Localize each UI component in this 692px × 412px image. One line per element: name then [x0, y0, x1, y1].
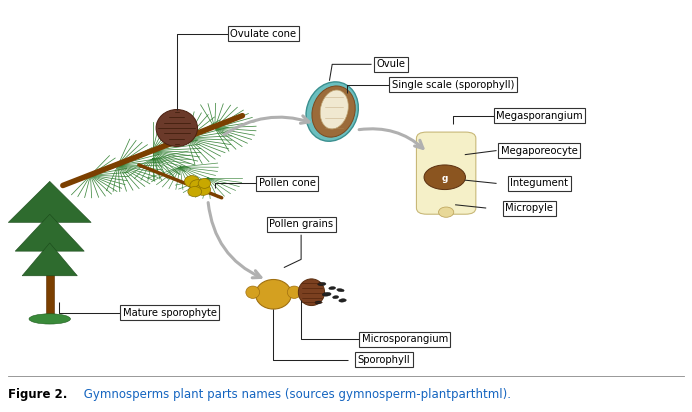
Ellipse shape: [198, 178, 210, 188]
Text: Ovulate cone: Ovulate cone: [230, 28, 296, 39]
Ellipse shape: [298, 279, 325, 306]
Text: Megasporangium: Megasporangium: [496, 111, 583, 121]
Ellipse shape: [439, 207, 454, 217]
Text: Microsporangium: Microsporangium: [362, 335, 448, 344]
Ellipse shape: [195, 184, 210, 195]
Text: Mature sporophyte: Mature sporophyte: [123, 308, 217, 318]
Ellipse shape: [190, 180, 205, 191]
Text: Sporophyll: Sporophyll: [358, 355, 410, 365]
Ellipse shape: [184, 176, 199, 187]
Text: Ovule: Ovule: [376, 59, 406, 69]
Ellipse shape: [320, 90, 348, 129]
Ellipse shape: [246, 286, 260, 298]
Ellipse shape: [318, 282, 326, 286]
Polygon shape: [46, 272, 54, 321]
Ellipse shape: [329, 286, 336, 290]
Ellipse shape: [287, 286, 301, 298]
Text: Figure 2.: Figure 2.: [8, 388, 67, 400]
Text: Integument: Integument: [511, 178, 568, 188]
Ellipse shape: [337, 289, 344, 292]
Ellipse shape: [188, 187, 201, 197]
Polygon shape: [22, 243, 78, 276]
Text: g: g: [441, 173, 448, 183]
Ellipse shape: [315, 301, 322, 304]
Ellipse shape: [322, 293, 331, 296]
Ellipse shape: [255, 279, 291, 309]
Text: Pollen cone: Pollen cone: [259, 178, 316, 188]
Text: Pollen grains: Pollen grains: [269, 220, 333, 229]
Text: Micropyle: Micropyle: [505, 203, 553, 213]
Ellipse shape: [312, 86, 355, 137]
Text: Megaporeocyte: Megaporeocyte: [501, 145, 578, 156]
Text: Single scale (sporophyll): Single scale (sporophyll): [392, 80, 514, 90]
Circle shape: [424, 165, 466, 190]
Ellipse shape: [29, 314, 71, 324]
Polygon shape: [8, 181, 91, 222]
Text: Gymnosperms plant parts names (sources gymnosperm-plantparthtml).: Gymnosperms plant parts names (sources g…: [80, 388, 511, 400]
Polygon shape: [15, 214, 84, 251]
Ellipse shape: [306, 82, 358, 141]
Ellipse shape: [156, 110, 197, 146]
Ellipse shape: [333, 296, 339, 299]
Ellipse shape: [339, 299, 346, 302]
FancyBboxPatch shape: [417, 132, 476, 214]
